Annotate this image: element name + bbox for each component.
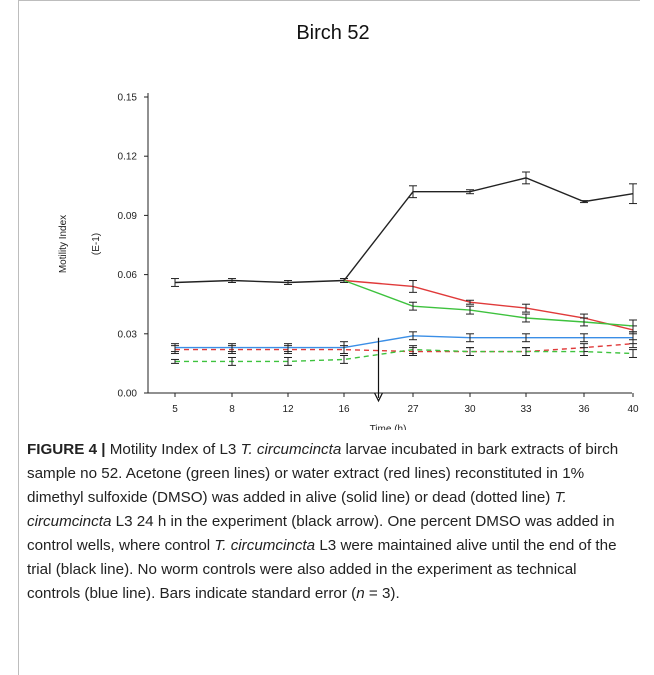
x-tick-label: 5 xyxy=(172,404,178,415)
x-tick-label: 30 xyxy=(464,404,476,415)
caption-text: larvae incubated in bark extracts of bir… xyxy=(27,441,619,506)
caption-text: = 3). xyxy=(364,585,400,602)
x-tick-label: 33 xyxy=(520,404,532,415)
x-tick-label: 16 xyxy=(338,404,350,415)
caption-label: FIGURE 4 | xyxy=(27,441,106,458)
error-bar xyxy=(409,345,417,355)
error-bar xyxy=(466,333,474,343)
error-bar xyxy=(522,347,530,357)
y-tick-label: 0.12 xyxy=(118,152,138,163)
error-bar xyxy=(466,347,474,357)
error-bar xyxy=(171,345,179,355)
y-tick-label: 0.15 xyxy=(118,93,138,104)
line-chart: 0.00 0.03 0.06 0.09 0.12 0.15 5 8 12 16 27 30 33 36 40… xyxy=(58,93,639,431)
caption-text: Motility Index of L3 xyxy=(105,441,241,458)
x-tick-label: 12 xyxy=(282,404,294,415)
error-bar xyxy=(340,278,348,283)
error-bar xyxy=(340,355,348,364)
error-bar xyxy=(409,331,417,341)
error-bar xyxy=(522,303,530,313)
x-tick-label: 27 xyxy=(407,404,419,415)
error-bar xyxy=(629,339,637,349)
error-bar xyxy=(580,347,588,357)
error-bar xyxy=(409,301,417,311)
error-bar xyxy=(466,299,474,305)
error-bar xyxy=(466,305,474,315)
error-bar xyxy=(171,278,179,287)
y-tick-label: 0.09 xyxy=(118,211,138,222)
x-axis-label: Time (h) xyxy=(370,424,407,430)
error-bar xyxy=(409,280,417,293)
error-bar xyxy=(629,183,637,205)
y-axis-unit-label: (E-1) xyxy=(91,233,102,255)
figure-caption: FIGURE 4 | Motility Index of L3 T. circu… xyxy=(27,438,627,606)
error-bar xyxy=(284,280,292,285)
treatment-arrow xyxy=(373,337,384,403)
error-bar xyxy=(629,349,637,358)
error-bar xyxy=(409,185,417,199)
chart-title: Birch 52 xyxy=(296,22,370,44)
series-0 xyxy=(171,171,637,287)
error-bar xyxy=(340,345,348,355)
error-bar xyxy=(522,333,530,343)
error-bar xyxy=(466,189,474,195)
error-bar xyxy=(580,317,588,327)
series-5 xyxy=(171,345,637,366)
error-bar xyxy=(228,345,236,355)
y-tick-label: 0.06 xyxy=(118,270,138,281)
caption-text: T. circumcincta xyxy=(27,489,567,530)
error-bar xyxy=(284,356,292,366)
series-line xyxy=(175,348,634,363)
error-bar xyxy=(580,200,588,204)
series-1 xyxy=(340,278,637,335)
figure-frame xyxy=(18,0,640,675)
x-tick-label: 36 xyxy=(578,404,590,415)
y-tick-label: 0.03 xyxy=(118,329,138,340)
arrow-head xyxy=(373,392,384,403)
error-bar xyxy=(522,171,530,185)
error-bar xyxy=(228,356,236,366)
caption-text: n xyxy=(356,585,365,602)
caption-text: L3 were maintained alive until the end o… xyxy=(27,537,617,602)
series-line xyxy=(343,279,634,331)
error-bar xyxy=(171,358,179,364)
caption-text: L3 24 h in the experiment (black arrow).… xyxy=(27,513,615,554)
caption-text: T. circumcincta xyxy=(240,441,342,458)
error-bar xyxy=(580,333,588,343)
series-line xyxy=(174,177,634,284)
caption-text: T. circumcincta xyxy=(214,537,316,554)
series-2 xyxy=(340,278,637,333)
x-tick-label: 40 xyxy=(627,404,639,415)
error-bar xyxy=(284,345,292,355)
y-axis-label: Motility Index xyxy=(58,215,69,273)
y-tick-label: 0.00 xyxy=(118,389,138,400)
series-line xyxy=(343,279,634,327)
x-tick-label: 8 xyxy=(229,404,235,415)
series-line xyxy=(175,335,633,349)
error-bar xyxy=(522,313,530,323)
error-bar xyxy=(228,278,236,283)
